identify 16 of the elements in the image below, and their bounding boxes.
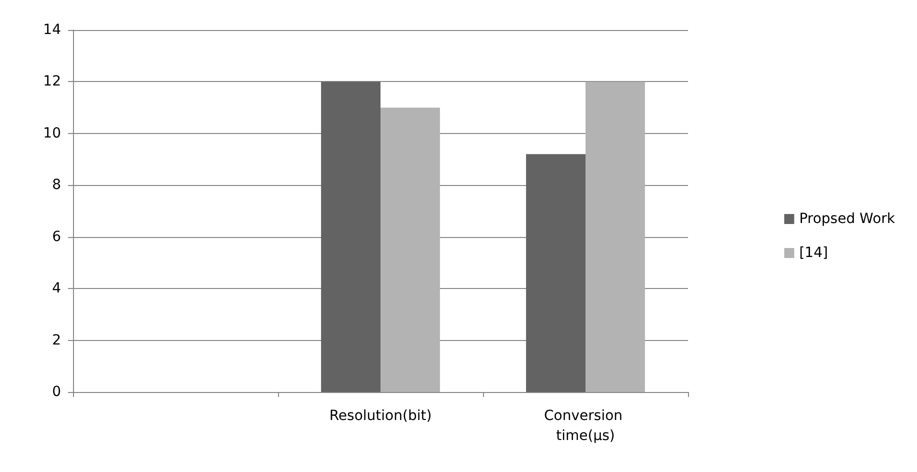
y-tick-label: 0: [52, 384, 61, 400]
x-tick-label: Conversion time(µs): [544, 408, 627, 444]
y-tick-label: 4: [52, 280, 62, 297]
bar: [321, 82, 380, 392]
legend-label: [14]: [799, 245, 828, 261]
y-tick-label: 10: [43, 125, 61, 142]
y-tick-label: 12: [43, 74, 61, 90]
bar: [586, 82, 645, 392]
bar: [526, 154, 586, 392]
y-tick-label: 2: [52, 332, 61, 348]
bar: [380, 108, 440, 392]
y-tick-label: 6: [52, 228, 62, 245]
legend-label: Propsed Work: [799, 211, 896, 227]
x-tick-label: Resolution(bit): [329, 408, 432, 424]
y-tick-label: 14: [43, 22, 62, 38]
y-tick-label: 8: [52, 177, 61, 194]
